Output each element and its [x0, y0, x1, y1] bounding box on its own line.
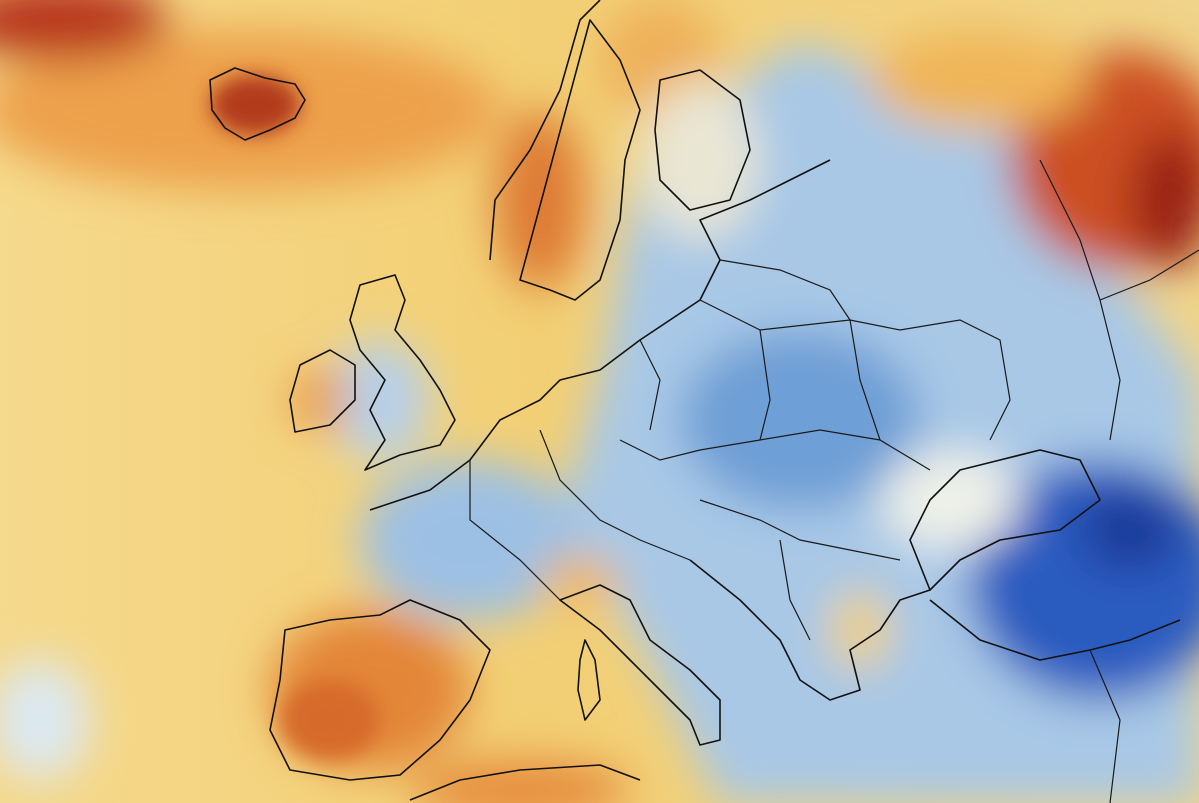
great-britain: [349, 274, 456, 471]
scandinavia: [489, 0, 641, 301]
turkey-coast: [929, 599, 1181, 661]
coastlines: [209, 0, 1181, 801]
iceland: [209, 67, 306, 141]
balkans-greece: [689, 559, 931, 701]
mainland-coast: [369, 159, 831, 511]
iberia: [269, 599, 491, 781]
ireland: [289, 349, 356, 433]
black-sea: [909, 449, 1101, 591]
borders: [469, 159, 1199, 803]
north-africa: [409, 764, 641, 801]
corsica-sardinia: [577, 639, 601, 721]
italy: [559, 584, 721, 746]
finland: [654, 69, 751, 211]
